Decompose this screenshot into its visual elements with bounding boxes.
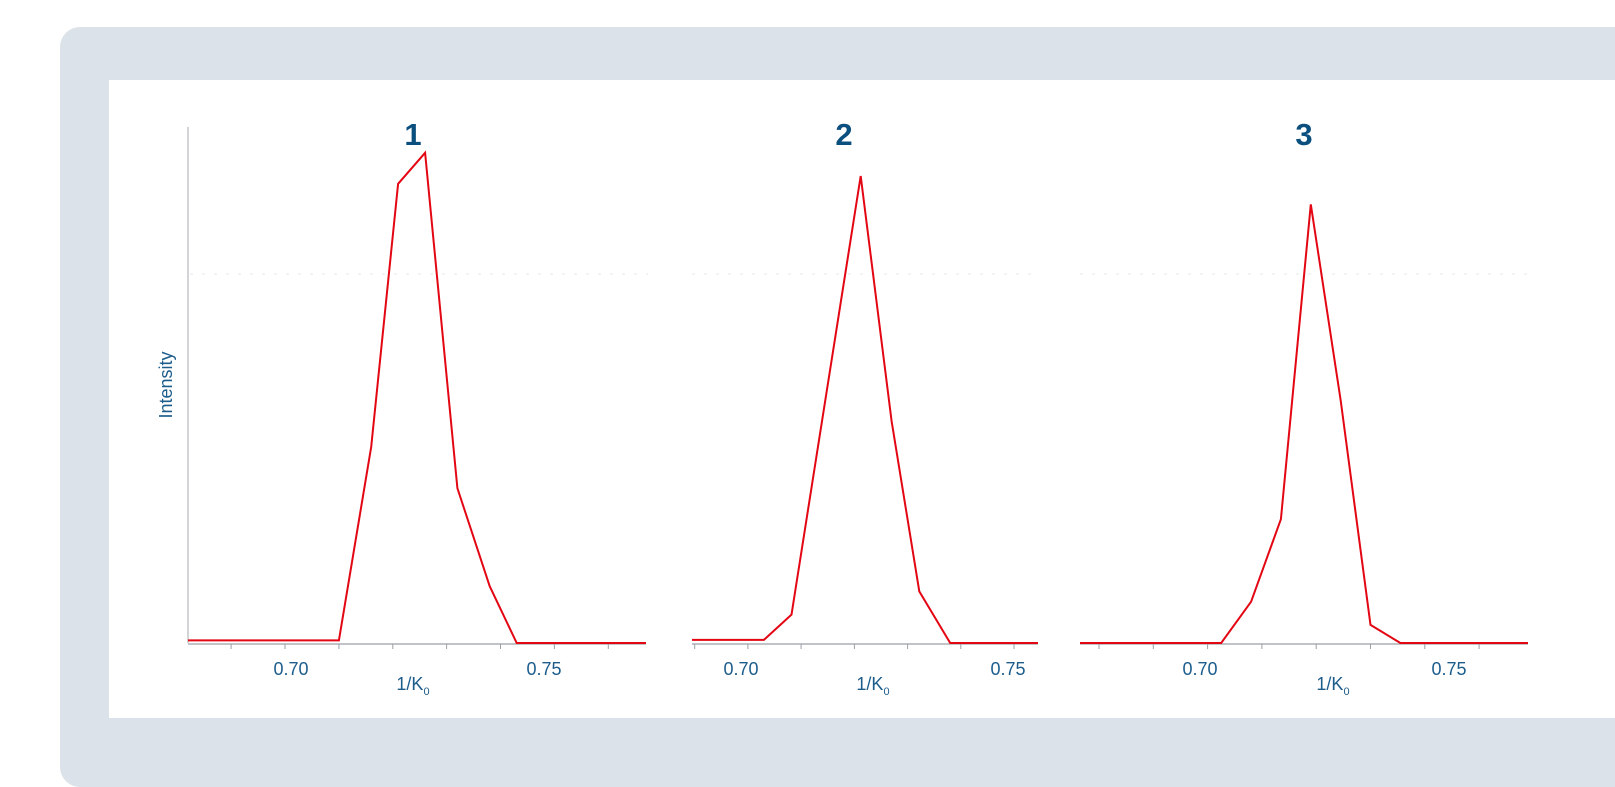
subplot-3: 3 0.70 0.75 1/K0	[1080, 117, 1528, 698]
subplot-3-xtick-070: 0.70	[1182, 659, 1217, 679]
subplot-3-title: 3	[1295, 117, 1312, 152]
subplot-3-xtick-075: 0.75	[1431, 659, 1466, 679]
subplot-1-minor-ticks	[230, 644, 609, 649]
subplot-1-xtick-075: 0.75	[526, 659, 561, 679]
subplot-1: 1 0.70 0.75 1/K0	[188, 117, 648, 698]
subplot-2-series-line	[692, 175, 1038, 644]
subplot-3-x-axis-label: 1/K0	[1316, 674, 1349, 698]
subplot-3-minor-ticks	[1098, 644, 1480, 649]
subplot-1-title: 1	[404, 117, 421, 152]
subplot-2-xtick-075: 0.75	[990, 659, 1025, 679]
y-axis-label: Intensity	[156, 351, 176, 418]
subplot-3-series-line	[1080, 204, 1528, 644]
subplot-2-xtick-070: 0.70	[723, 659, 758, 679]
subplot-1-x-axis-label: 1/K0	[396, 674, 429, 698]
subplot-1-series-line	[188, 150, 646, 644]
subplot-2-x-axis-label: 1/K0	[856, 674, 889, 698]
subplot-2-title: 2	[835, 117, 852, 152]
subplot-2: 2 0.70 0.75 1/K0	[692, 117, 1040, 698]
subplot-1-xtick-070: 0.70	[273, 659, 308, 679]
subplot-2-minor-ticks	[694, 644, 1015, 649]
